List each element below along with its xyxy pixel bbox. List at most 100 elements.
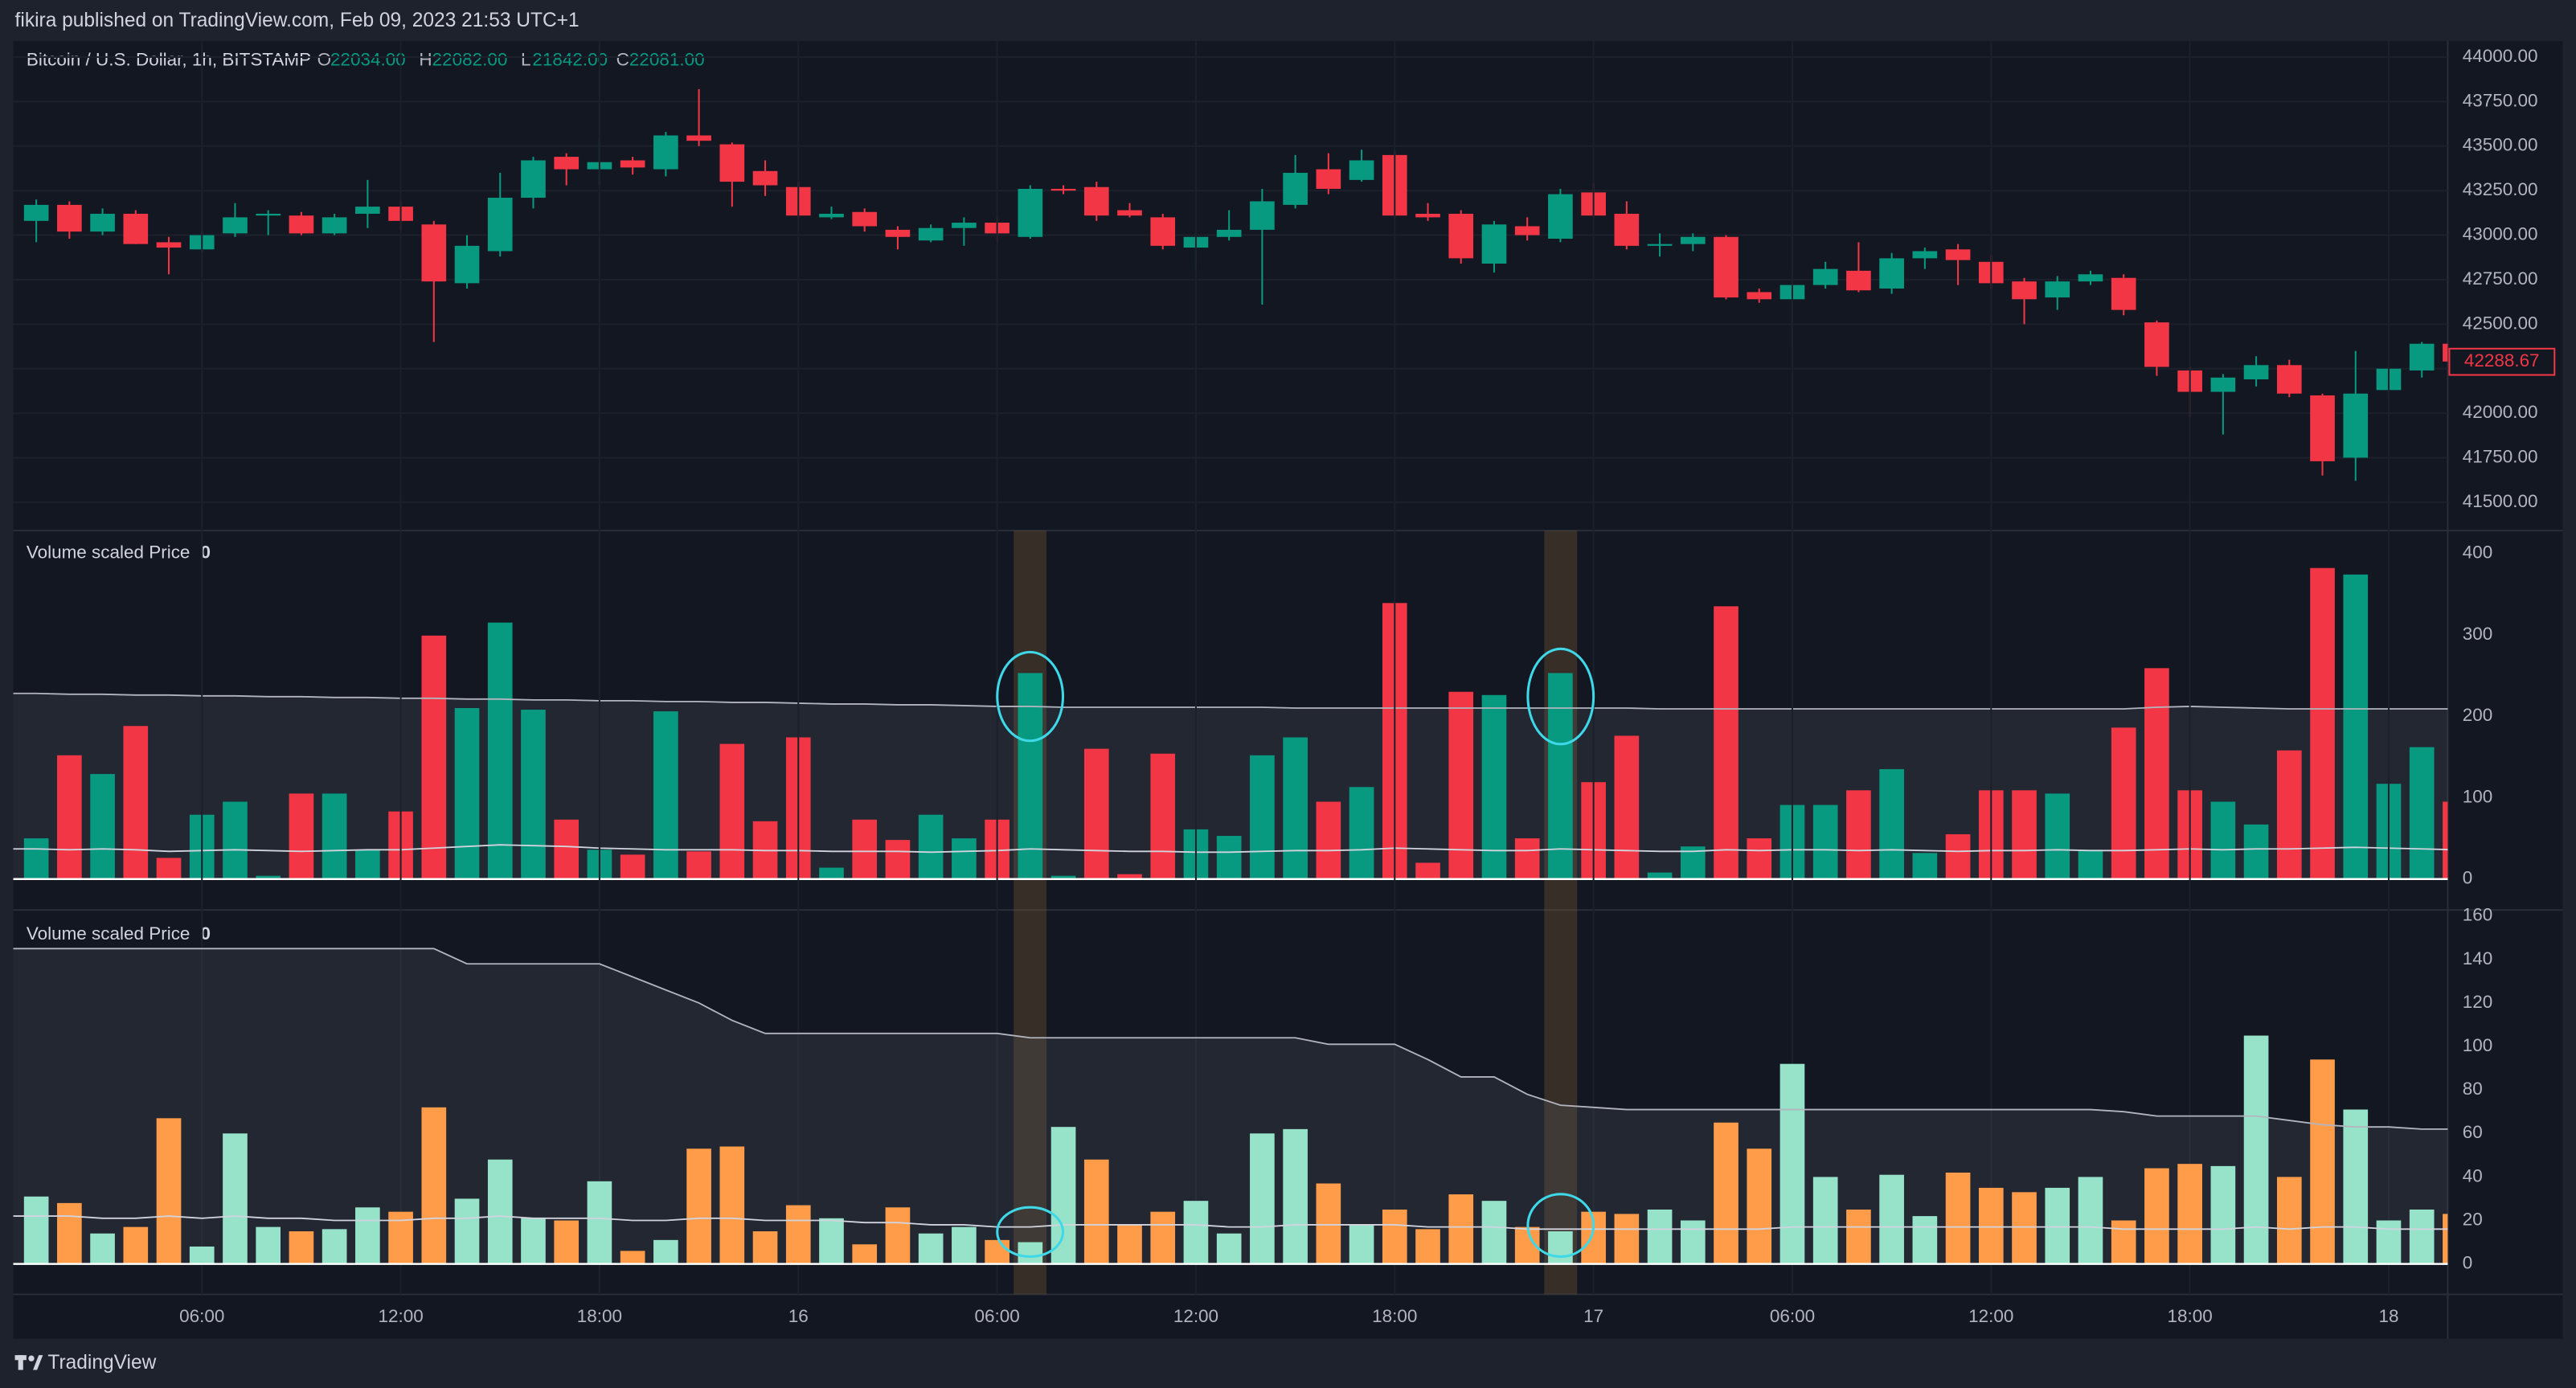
volume-bar [985, 1239, 1010, 1264]
y-tick-label: 43500.00 [2463, 135, 2538, 155]
volume-bar [454, 1198, 480, 1264]
candle-body [156, 242, 182, 248]
volume-bar [1316, 1183, 1341, 1264]
x-tick-label: 18:00 [577, 1306, 622, 1326]
volume-bar [321, 793, 347, 879]
volume-bar [620, 1251, 645, 1264]
volume-bar [123, 1226, 149, 1264]
candle-body [952, 223, 977, 228]
volume-bar [2276, 1177, 2302, 1264]
volume-bar [1812, 1177, 1838, 1264]
volume-bar [2177, 1164, 2202, 1264]
annotation-circle [1526, 647, 1595, 746]
legend-value: 22081.00 [629, 50, 705, 70]
volume-bar [321, 1229, 347, 1264]
candle-body [2343, 393, 2369, 458]
candle-body [421, 224, 447, 282]
candle-body [554, 157, 579, 170]
y-tick-label: 60 [2463, 1122, 2483, 1142]
volume-bar [23, 838, 49, 879]
volume-bar [223, 1133, 248, 1264]
candle-body [1614, 213, 1640, 246]
x-tick-label: 06:00 [974, 1306, 1019, 1326]
candle-body [2078, 274, 2103, 282]
volume-bar [487, 622, 513, 879]
volume-bar [1117, 1224, 1142, 1264]
legend-key: H [419, 50, 432, 70]
legend-key: O [317, 50, 331, 70]
volume-bar [90, 1233, 115, 1264]
candle-body [1912, 251, 1938, 259]
volume-bar [2210, 801, 2236, 879]
y-tick-label: 42500.00 [2463, 313, 2538, 333]
indicator-line [13, 1215, 2448, 1230]
volume-bar [2409, 747, 2435, 879]
volume-bar [819, 867, 844, 879]
volume-bar [1083, 1159, 1109, 1264]
y-tick-label: 43000.00 [2463, 224, 2538, 244]
volume-bar [57, 1202, 82, 1264]
volume-bar [1349, 787, 1374, 879]
x-tick-label: 18:00 [1372, 1306, 1417, 1326]
volume-bar [1250, 755, 1275, 879]
y-tick-label: 300 [2463, 624, 2493, 644]
candle-body [819, 213, 844, 218]
volume-bar [156, 1118, 182, 1264]
candle-body [256, 213, 281, 216]
pane-value: 0 [201, 923, 211, 944]
y-tick-label: 160 [2463, 905, 2493, 925]
volume-bar [1415, 1229, 1440, 1264]
annotation-circle [1526, 1193, 1595, 1259]
x-tick-label: 12:00 [378, 1306, 423, 1326]
volume-bar [2243, 1035, 2269, 1264]
volume-bar [653, 1239, 678, 1264]
volume-bar [23, 1196, 49, 1264]
volume-bar [785, 1205, 811, 1264]
volume-bar [1614, 1214, 1640, 1264]
candle-body [223, 217, 248, 234]
volume-bar [1448, 691, 1474, 879]
volume-bar [2276, 750, 2302, 879]
legend-value: 21842.00 [532, 50, 608, 70]
last-price-box [2448, 347, 2556, 376]
volume-bar [1283, 737, 1308, 879]
volume-bar [1316, 801, 1341, 879]
y-tick-label: 42750.00 [2463, 268, 2538, 289]
y-tick-label: 41500.00 [2463, 491, 2538, 511]
indicator-line [13, 948, 2448, 1130]
volume-bar [819, 1218, 844, 1264]
volume-bar [719, 1146, 745, 1264]
candle-body [1283, 173, 1308, 205]
volume-bar [1812, 805, 1838, 879]
candle-body [1747, 292, 1772, 300]
indicator-line [13, 844, 2448, 854]
volume-bar [2243, 824, 2269, 879]
volume-bar [1912, 1216, 1938, 1264]
volume-bar [686, 851, 711, 879]
volume-bar [1548, 673, 1573, 879]
volume-bar [1647, 872, 1673, 879]
x-tick-label: 16 [788, 1306, 809, 1326]
x-tick-label: 18:00 [2168, 1306, 2213, 1326]
candle-body [1150, 217, 1176, 246]
volume-bar [1050, 1127, 1076, 1264]
candle-body [1415, 213, 1440, 218]
volume-bar [1415, 862, 1440, 879]
y-tick-label: 42000.00 [2463, 402, 2538, 422]
logo [14, 1355, 43, 1370]
volume-bar [1548, 1231, 1573, 1264]
y-tick-label: 44000.00 [2463, 46, 2538, 66]
volume-bar [1714, 606, 1738, 879]
candle-body [2144, 322, 2169, 367]
volume-bar [885, 1207, 911, 1264]
volume-bar [1879, 1174, 1904, 1264]
volume-bar [1050, 875, 1076, 879]
y-tick-label: 400 [2463, 542, 2493, 562]
candle-body [1680, 236, 1706, 244]
volume-bar [454, 707, 480, 879]
volume-bar [554, 1220, 579, 1264]
volume-bar [1879, 768, 1904, 879]
volume-bar [256, 1226, 281, 1264]
volume-bar [852, 819, 878, 879]
